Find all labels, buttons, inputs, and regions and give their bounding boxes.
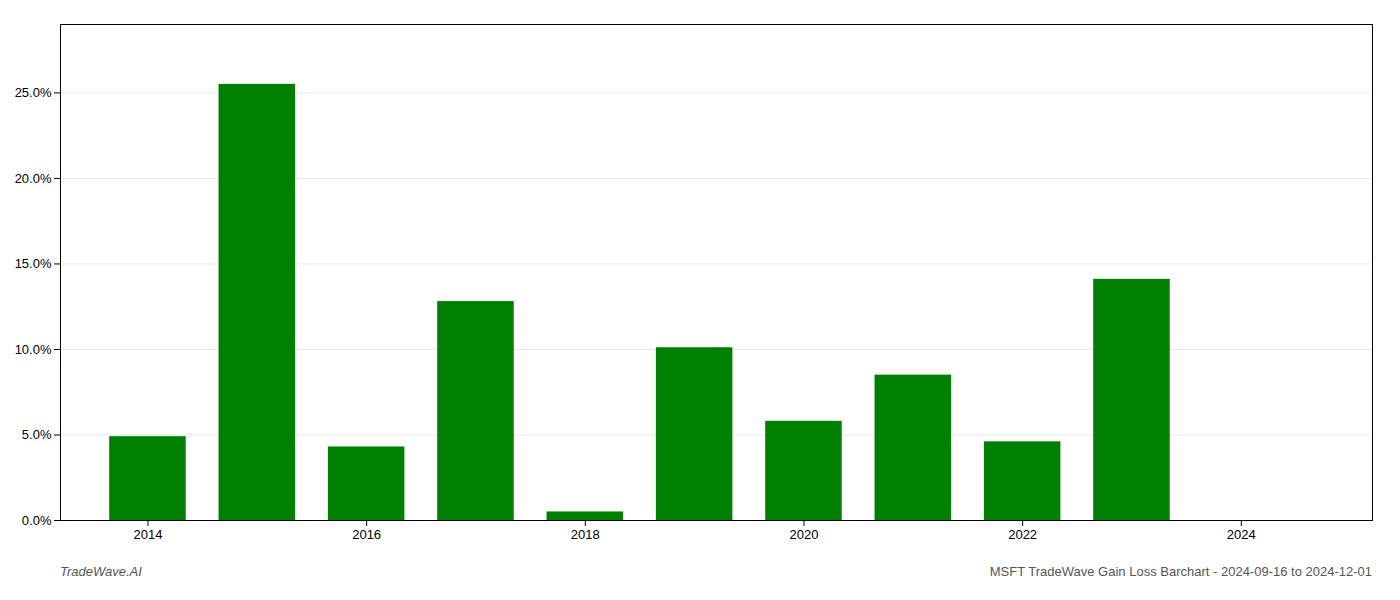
svg-text:20.0%: 20.0% — [15, 171, 52, 186]
svg-text:2022: 2022 — [1008, 527, 1037, 542]
svg-text:25.0%: 25.0% — [15, 85, 52, 100]
svg-text:2024: 2024 — [1227, 527, 1256, 542]
svg-text:2014: 2014 — [134, 527, 163, 542]
svg-text:2016: 2016 — [352, 527, 381, 542]
svg-text:2018: 2018 — [571, 527, 600, 542]
html-text:TradeWave.AI: TradeWave.AI — [60, 564, 142, 579]
svg-text:15.0%: 15.0% — [15, 256, 52, 271]
svg-text:10.0%: 10.0% — [15, 342, 52, 357]
svg-text:0.0%: 0.0% — [22, 513, 52, 528]
html-text:MSFT TradeWave Gain Loss Barch: MSFT TradeWave Gain Loss Barchart - 2024… — [989, 564, 1372, 579]
svg-text:2020: 2020 — [790, 527, 819, 542]
svg-text:5.0%: 5.0% — [22, 427, 52, 442]
